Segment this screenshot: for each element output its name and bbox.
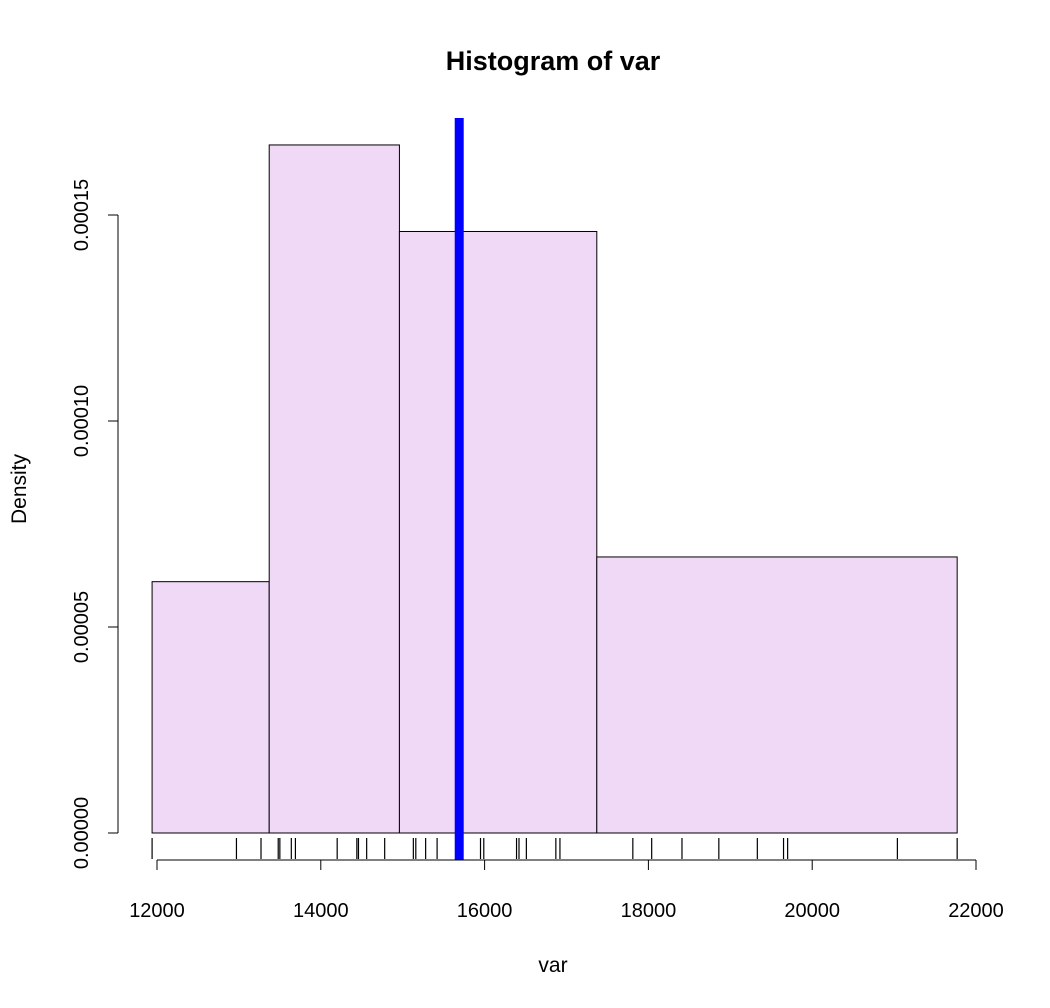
y-tick-label-3: 0.00015 bbox=[71, 179, 93, 251]
histogram-bar-1 bbox=[268, 144, 400, 834]
x-tick-label-4: 20000 bbox=[784, 900, 840, 922]
chart-title: Histogram of var bbox=[446, 46, 661, 76]
y-tick-label-2: 0.00010 bbox=[71, 385, 93, 457]
x-tick-label-1: 14000 bbox=[293, 900, 349, 922]
histogram-bar-0 bbox=[151, 581, 270, 834]
rug-marks bbox=[151, 838, 958, 859]
y-axis-label: Density bbox=[8, 453, 31, 524]
y-tick-label-0: 0.00000 bbox=[71, 797, 93, 869]
y-tick-label-1: 0.00005 bbox=[71, 591, 93, 663]
x-tick-label-3: 18000 bbox=[621, 900, 677, 922]
y-axis: 0.00000 0.00005 0.00010 0.00015 bbox=[71, 179, 119, 869]
histogram-bar-2 bbox=[398, 230, 598, 834]
x-axis-label: var bbox=[538, 954, 567, 977]
x-axis: 12000 14000 16000 18000 20000 22000 bbox=[129, 859, 1004, 922]
histogram-bars bbox=[151, 144, 958, 834]
x-tick-label-0: 12000 bbox=[129, 900, 185, 922]
histogram-bar-3 bbox=[596, 556, 958, 834]
x-tick-label-5: 22000 bbox=[948, 900, 1004, 922]
x-tick-label-2: 16000 bbox=[457, 900, 513, 922]
